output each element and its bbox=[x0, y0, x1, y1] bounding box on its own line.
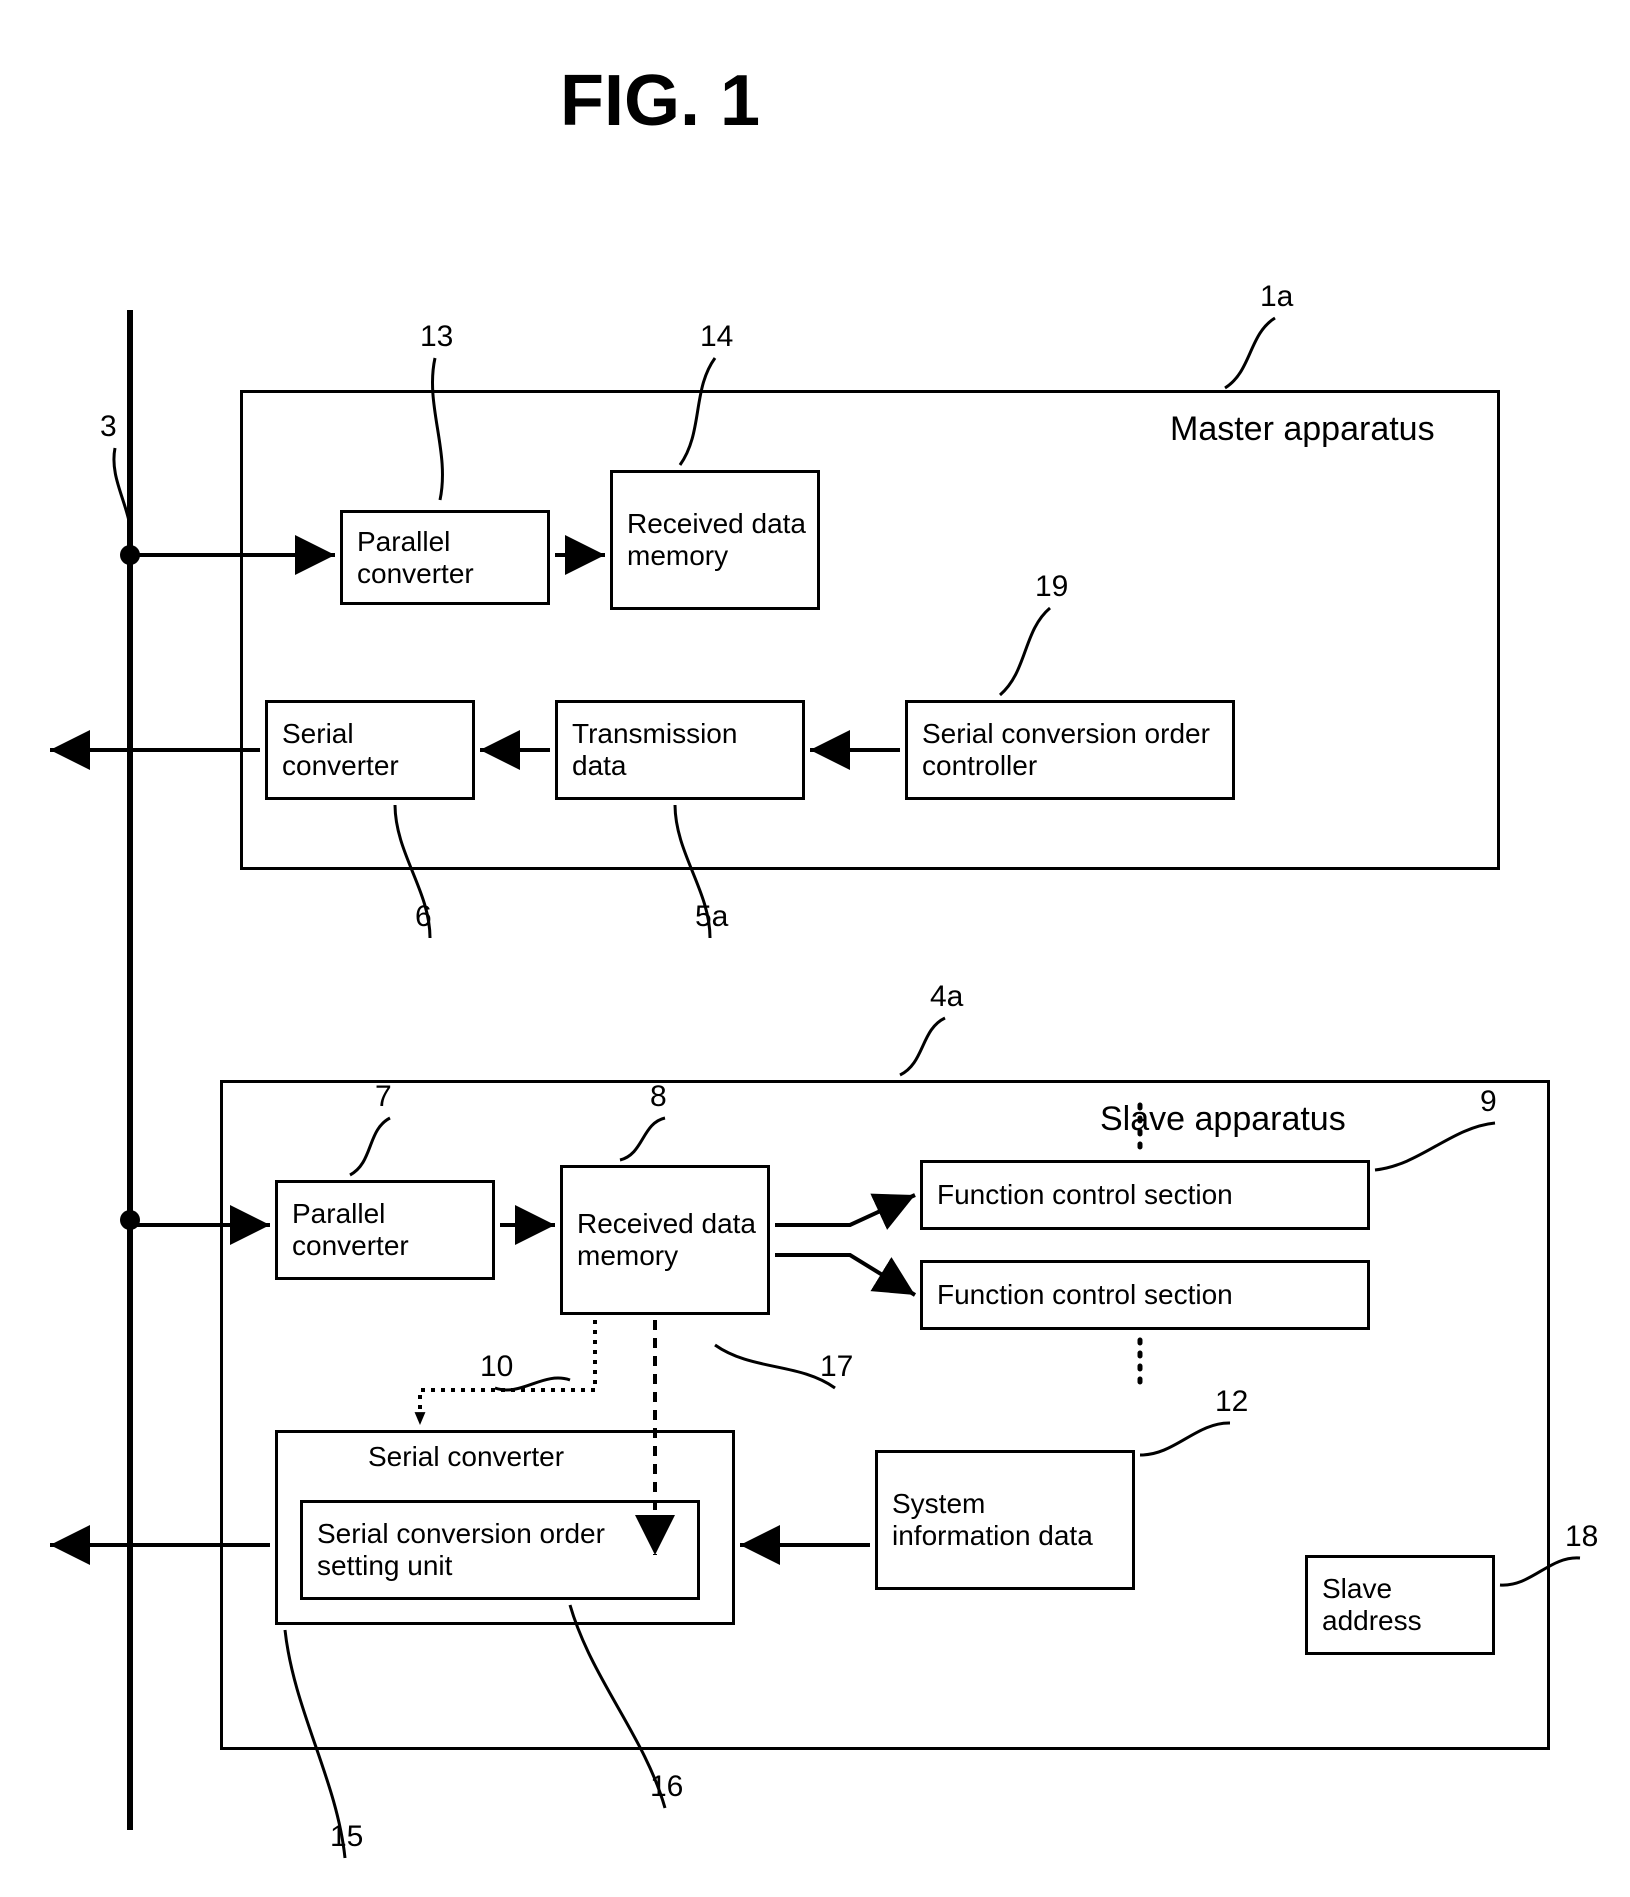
m-order: Serial conversion order controller bbox=[905, 700, 1235, 800]
s-func1: Function control section bbox=[920, 1160, 1370, 1230]
m-parallel-label: Parallel converter bbox=[349, 526, 541, 590]
callout-16: 16 bbox=[650, 1770, 683, 1804]
callout-9: 9 bbox=[1480, 1085, 1497, 1119]
s-slaveaddr: Slave address bbox=[1305, 1555, 1495, 1655]
s-func2-label: Function control section bbox=[929, 1279, 1361, 1311]
s-ordersetu: Serial conversion order setting unit bbox=[300, 1500, 700, 1600]
slave-title: Slave apparatus bbox=[1100, 1100, 1346, 1139]
s-recvmem-label: Received data memory bbox=[569, 1208, 761, 1272]
m-parallel: Parallel converter bbox=[340, 510, 550, 605]
m-txdata-label: Transmission data bbox=[564, 718, 796, 782]
s-parallel-label: Parallel converter bbox=[284, 1198, 486, 1262]
s-func2: Function control section bbox=[920, 1260, 1370, 1330]
m-order-label: Serial conversion order controller bbox=[914, 718, 1226, 782]
callout-6: 6 bbox=[415, 900, 432, 934]
m-txdata: Transmission data bbox=[555, 700, 805, 800]
m-recvmem-label: Received data memory bbox=[619, 508, 811, 572]
s-sysinfo: System information data bbox=[875, 1450, 1135, 1590]
m-recvmem: Received data memory bbox=[610, 470, 820, 610]
m-serial: Serial converter bbox=[265, 700, 475, 800]
s-sysinfo-label: System information data bbox=[884, 1488, 1126, 1552]
callout-7: 7 bbox=[375, 1080, 392, 1114]
callout-14: 14 bbox=[700, 320, 733, 354]
callout-5a: 5a bbox=[695, 900, 728, 934]
master-title: Master apparatus bbox=[1170, 410, 1435, 449]
s-recvmem: Received data memory bbox=[560, 1165, 770, 1315]
callout-3: 3 bbox=[100, 410, 117, 444]
m-serial-label: Serial converter bbox=[274, 718, 466, 782]
callout-13: 13 bbox=[420, 320, 453, 354]
callout-1a: 1a bbox=[1260, 280, 1293, 314]
callout-8: 8 bbox=[650, 1080, 667, 1114]
callout-12: 12 bbox=[1215, 1385, 1248, 1419]
bus-dot-master-in bbox=[120, 545, 140, 565]
bus-dot-slave-in bbox=[120, 1210, 140, 1230]
callout-17: 17 bbox=[820, 1350, 853, 1384]
callout-19: 19 bbox=[1035, 570, 1068, 604]
callout-4a: 4a bbox=[930, 980, 963, 1014]
s-parallel: Parallel converter bbox=[275, 1180, 495, 1280]
s-slaveaddr-label: Slave address bbox=[1314, 1573, 1486, 1637]
callout-10: 10 bbox=[480, 1350, 513, 1384]
s-func1-label: Function control section bbox=[929, 1179, 1361, 1211]
callout-15: 15 bbox=[330, 1820, 363, 1854]
s-serialconv-label: Serial converter bbox=[368, 1441, 564, 1472]
s-ordersetu-label: Serial conversion order setting unit bbox=[309, 1518, 691, 1582]
callout-18: 18 bbox=[1565, 1520, 1598, 1554]
